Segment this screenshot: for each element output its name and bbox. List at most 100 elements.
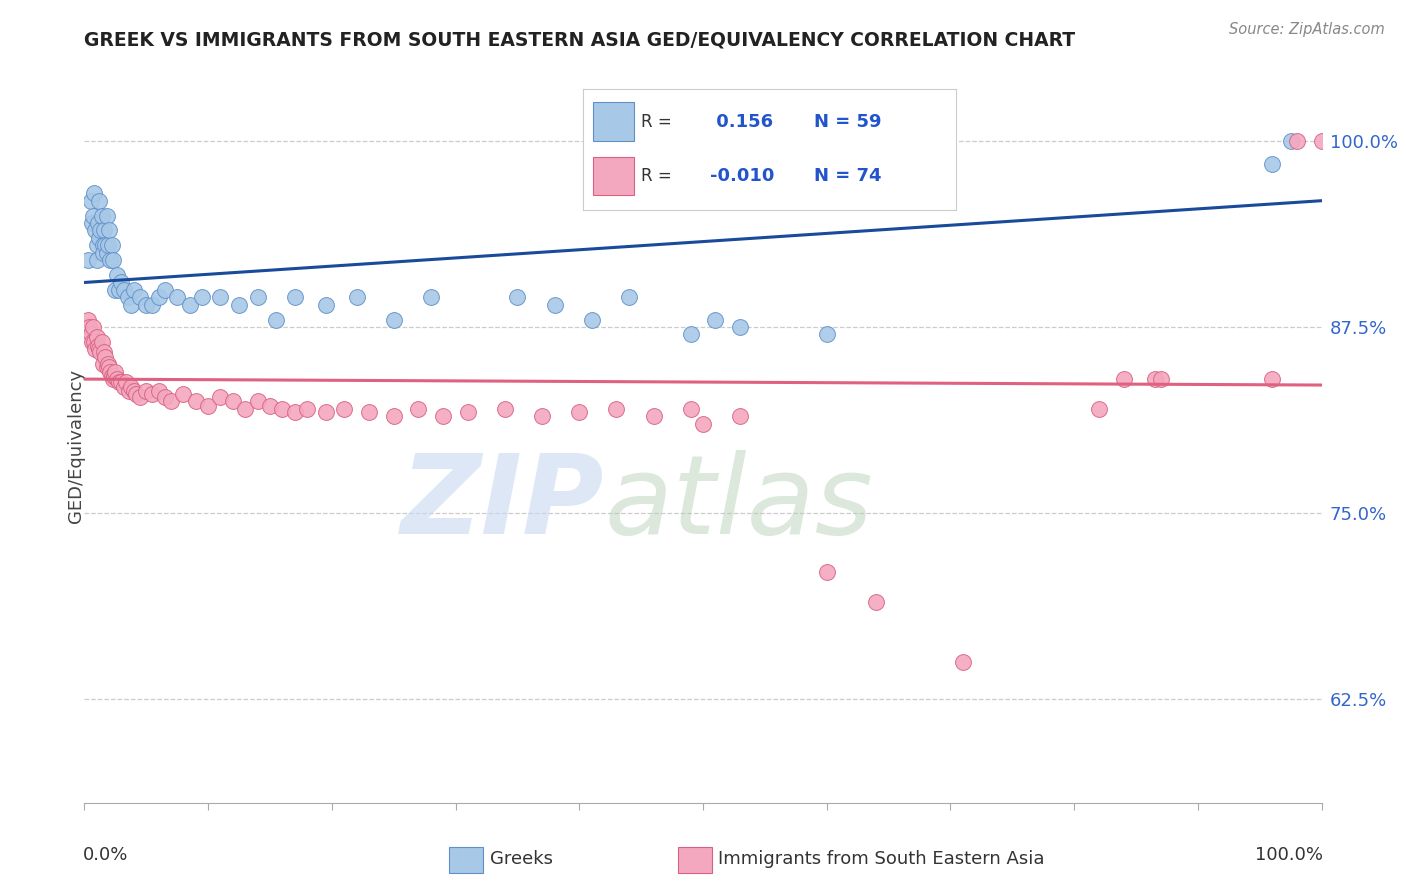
Text: -0.010: -0.010: [710, 167, 775, 185]
Point: [141, 298, 163, 312]
Point: [197, 399, 219, 413]
Point: [605, 401, 627, 416]
Point: [86, 330, 108, 344]
Point: [93, 223, 115, 237]
Point: [728, 320, 751, 334]
Point: [89, 194, 111, 208]
Point: [209, 390, 232, 404]
Point: [135, 384, 157, 398]
Text: Immigrants from South Eastern Asia: Immigrants from South Eastern Asia: [718, 849, 1045, 868]
Point: [122, 384, 145, 398]
Point: [679, 327, 702, 342]
Point: [117, 290, 139, 304]
Point: [91, 357, 114, 371]
Point: [100, 369, 122, 384]
Point: [120, 298, 142, 312]
Point: [84, 223, 107, 237]
Point: [98, 365, 121, 379]
Point: [284, 290, 307, 304]
Point: [94, 238, 117, 252]
Point: [83, 186, 105, 201]
Point: [246, 394, 269, 409]
Point: [96, 245, 118, 260]
Point: [91, 238, 114, 252]
Point: [357, 405, 380, 419]
Point: [382, 312, 405, 326]
Y-axis label: GED/Equivalency: GED/Equivalency: [67, 369, 84, 523]
Point: [89, 343, 111, 357]
Point: [97, 357, 120, 371]
Point: [284, 405, 307, 419]
FancyBboxPatch shape: [678, 847, 713, 872]
Point: [271, 401, 294, 416]
Point: [115, 375, 138, 389]
Point: [246, 290, 269, 304]
Point: [643, 409, 665, 424]
Point: [120, 379, 142, 393]
Point: [84, 343, 107, 357]
Point: [141, 387, 163, 401]
Point: [1285, 134, 1308, 148]
Point: [704, 312, 727, 326]
Point: [382, 409, 405, 424]
Point: [98, 223, 121, 237]
Point: [419, 290, 441, 304]
Text: 100.0%: 100.0%: [1256, 846, 1323, 863]
Point: [129, 390, 152, 404]
Point: [1261, 156, 1284, 170]
Point: [93, 345, 115, 359]
Point: [98, 253, 121, 268]
Point: [153, 390, 176, 404]
Point: [96, 209, 118, 223]
Point: [315, 298, 337, 312]
Point: [865, 595, 887, 609]
Point: [148, 290, 170, 304]
Point: [96, 360, 118, 375]
Point: [228, 298, 250, 312]
Point: [815, 566, 838, 580]
Point: [112, 379, 135, 393]
Text: R =: R =: [641, 167, 672, 185]
Point: [79, 194, 101, 208]
Point: [101, 253, 124, 268]
FancyBboxPatch shape: [450, 847, 484, 872]
Point: [89, 223, 111, 237]
Point: [104, 365, 127, 379]
Point: [77, 312, 100, 326]
Point: [728, 409, 751, 424]
Point: [581, 312, 603, 326]
Point: [1261, 372, 1284, 386]
Point: [209, 290, 232, 304]
Point: [89, 231, 111, 245]
Point: [87, 216, 110, 230]
Text: 0.156: 0.156: [710, 112, 773, 131]
Text: R =: R =: [641, 112, 672, 131]
Text: GREEK VS IMMIGRANTS FROM SOUTH EASTERN ASIA GED/EQUIVALENCY CORRELATION CHART: GREEK VS IMMIGRANTS FROM SOUTH EASTERN A…: [84, 30, 1076, 49]
Point: [191, 290, 214, 304]
Point: [112, 283, 135, 297]
Point: [1112, 372, 1135, 386]
Point: [135, 298, 157, 312]
Point: [408, 401, 430, 416]
Point: [264, 312, 287, 326]
Point: [79, 320, 101, 334]
Point: [315, 405, 337, 419]
Text: N = 59: N = 59: [814, 112, 882, 131]
Point: [1310, 134, 1333, 148]
FancyBboxPatch shape: [593, 103, 634, 141]
Point: [129, 290, 152, 304]
Point: [153, 283, 176, 297]
Point: [494, 401, 516, 416]
Point: [82, 320, 104, 334]
Point: [108, 283, 131, 297]
Text: N = 74: N = 74: [814, 167, 882, 185]
Point: [90, 334, 112, 349]
Point: [86, 238, 108, 252]
Point: [77, 253, 100, 268]
Text: atlas: atlas: [605, 450, 873, 557]
Point: [952, 655, 974, 669]
Text: ZIP: ZIP: [401, 450, 605, 557]
Point: [87, 339, 110, 353]
Point: [110, 375, 132, 389]
Text: 0.0%: 0.0%: [83, 846, 128, 863]
